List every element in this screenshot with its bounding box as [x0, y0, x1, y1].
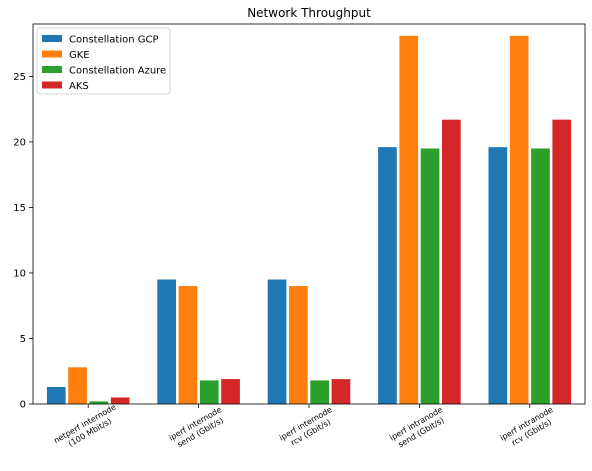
bar-3-1 [221, 379, 240, 404]
bar-2-2 [310, 380, 329, 404]
legend-swatch [42, 81, 62, 89]
legend-swatch [42, 35, 62, 42]
y-tick-label: 15 [13, 203, 26, 214]
x-tick-label: iperf internodesend (Gbit/s) [167, 405, 228, 451]
legend-label: GKE [69, 50, 90, 61]
x-tick-label: iperf internodercv (Gbit/s) [278, 405, 339, 451]
bar-0-1 [157, 279, 176, 404]
legend-label: Constellation Azure [69, 66, 166, 77]
legend-label: Constellation GCP [69, 35, 159, 46]
bar-2-4 [531, 148, 550, 404]
legend-swatch [42, 50, 62, 58]
bar-3-4 [552, 119, 572, 404]
legend-swatch [42, 66, 62, 73]
legend-label: AKS [69, 81, 89, 92]
y-tick-label: 25 [13, 72, 26, 83]
bar-0-4 [488, 147, 508, 405]
bar-1-1 [178, 286, 198, 404]
y-tick-label: 0 [20, 400, 26, 411]
bar-0-2 [267, 279, 287, 404]
y-tick-label: 20 [13, 137, 26, 148]
bar-1-0 [68, 367, 87, 404]
bar-2-3 [420, 148, 440, 404]
chart-title: Network Throughput [247, 6, 371, 20]
legend: Constellation GCP GKE Constellation Azure A… [36, 27, 171, 95]
y-tick-label: 10 [13, 268, 26, 279]
bar-1-2 [289, 286, 308, 404]
x-tick-label: iperf intranodercv (Gbit/s) [499, 405, 560, 451]
bar-1-4 [509, 35, 529, 404]
bar-0-0 [46, 386, 66, 404]
x-tick-label: netperf internode(100 Mbit/s) [52, 402, 122, 454]
x-tick-label: iperf intranodesend (Gbit/s) [388, 405, 449, 451]
bar-0-3 [378, 147, 397, 405]
bar-1-3 [399, 35, 419, 404]
bar-3-3 [442, 119, 461, 404]
bar-3-2 [331, 379, 351, 404]
bar-2-0 [89, 401, 109, 404]
y-tick-label: 5 [20, 334, 26, 345]
legend-box [36, 27, 171, 95]
axes-frame [32, 23, 586, 405]
bar-2-1 [199, 380, 219, 404]
bar-3-0 [110, 397, 130, 404]
